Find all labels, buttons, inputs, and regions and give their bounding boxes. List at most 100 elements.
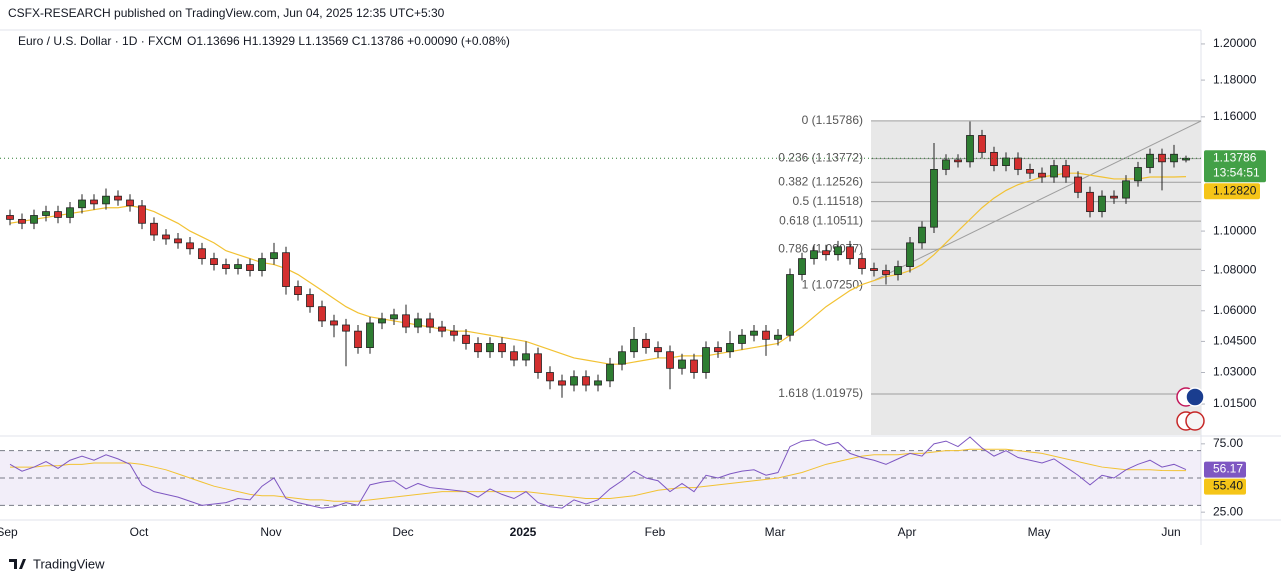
candle-body — [834, 246, 842, 256]
candle-body — [1158, 153, 1166, 163]
candle-body — [426, 318, 434, 328]
countdown: 13:54:51 — [1213, 165, 1260, 179]
candle-body — [78, 199, 86, 209]
candle-body — [990, 151, 998, 167]
candle-body — [654, 347, 662, 353]
x-tick-label: Nov — [260, 525, 281, 539]
candle-body — [606, 363, 614, 382]
candle-body — [666, 351, 674, 369]
candle-body — [474, 343, 482, 353]
candle-body — [186, 242, 194, 250]
x-tick-label: Feb — [645, 525, 666, 539]
candle-body — [246, 264, 254, 271]
candle-body — [630, 338, 638, 353]
candle-body — [642, 338, 650, 348]
candle-body — [54, 211, 62, 218]
candle-body — [114, 195, 122, 201]
candle-body — [762, 330, 770, 340]
published-line: CSFX-RESEARCH published on TradingView.c… — [8, 6, 445, 20]
candle-body — [570, 376, 578, 386]
candle-body — [306, 294, 314, 308]
rsi-tag-label: 56.17 — [1213, 462, 1243, 476]
event-icon[interactable] — [1185, 411, 1205, 431]
candle-body — [390, 314, 398, 320]
y-tick-label: 1.06000 — [1213, 303, 1257, 317]
candle-body — [1014, 157, 1022, 170]
candle-body — [18, 218, 26, 224]
brand: TradingView — [33, 556, 105, 571]
candle-body — [1134, 167, 1142, 182]
y-tick-label: 1.08000 — [1213, 263, 1257, 277]
candle-body — [918, 226, 926, 244]
candle-body — [210, 258, 218, 265]
candle-body — [1098, 195, 1106, 213]
candle-body — [6, 215, 14, 220]
candle-body — [1110, 195, 1118, 199]
fib-zone — [871, 120, 1201, 435]
candle-body — [450, 330, 458, 336]
candle-body — [282, 252, 290, 287]
candle-body — [978, 135, 986, 153]
candle-body — [138, 205, 146, 224]
candle-body — [930, 169, 938, 228]
candle-body — [1182, 157, 1190, 161]
candle-body — [30, 215, 38, 224]
logo: TradingView — [9, 556, 105, 571]
rsi-line — [9, 436, 1187, 509]
rsi-tick-label: 25.00 — [1213, 504, 1243, 518]
candle-body — [66, 207, 74, 218]
candle-body — [534, 353, 542, 373]
fib-label: 0.236 (1.13772) — [778, 151, 863, 165]
fib-label: 0.618 (1.10511) — [779, 213, 863, 227]
candle-body — [954, 159, 962, 163]
x-tick-label: 2025 — [510, 525, 537, 539]
y-tick-label: 1.10000 — [1213, 223, 1257, 237]
ohlc: O1.13696 H1.13929 L1.13569 C1.13786 +0.0… — [187, 34, 510, 48]
x-tick-label: May — [1028, 525, 1051, 539]
candle-body — [798, 258, 806, 275]
candle-body — [234, 264, 242, 269]
trend-line — [874, 120, 1202, 281]
candle-body — [582, 376, 590, 386]
candle-body — [318, 306, 326, 322]
candle-body — [906, 242, 914, 267]
y-tick-label: 1.01500 — [1213, 396, 1257, 410]
candle-body — [222, 264, 230, 269]
y-tick-label: 1.16000 — [1213, 109, 1257, 123]
candle-body — [702, 347, 710, 373]
symbol: Euro / U.S. Dollar · 1D · FXCM — [18, 34, 182, 48]
candle-body — [366, 322, 374, 348]
fib-label: 1.618 (1.01975) — [778, 386, 863, 400]
candle-body — [738, 334, 746, 344]
fib-label: 0.5 (1.11518) — [793, 194, 864, 208]
last-price-tag — [1204, 150, 1266, 183]
x-tick-label: Oct — [130, 525, 149, 539]
candle-body — [870, 268, 878, 271]
rsi-ma-tag — [1204, 478, 1246, 495]
fib-label: 1 (1.07250) — [802, 278, 863, 292]
candle-body — [126, 199, 134, 207]
candle-body — [846, 246, 854, 260]
candle-body — [966, 135, 974, 163]
candle-body — [774, 334, 782, 340]
y-tick-label: 1.20000 — [1213, 36, 1257, 50]
candle-body — [714, 347, 722, 353]
candle-body — [1170, 153, 1178, 163]
last-price-label: 1.13786 — [1213, 150, 1257, 164]
candle-body — [174, 238, 182, 244]
fib-label: 0.382 (1.12526) — [778, 174, 863, 188]
ma-line — [9, 172, 1187, 365]
candle-body — [342, 324, 350, 332]
candle-body — [162, 234, 170, 240]
candle-body — [1062, 165, 1070, 178]
candle-body — [882, 270, 890, 275]
candle-body — [942, 159, 950, 170]
candle-body — [1086, 191, 1094, 213]
candle-body — [258, 258, 266, 271]
candle-body — [1074, 176, 1082, 193]
candle-body — [378, 318, 386, 324]
candle-body — [726, 343, 734, 353]
candle-body — [1026, 169, 1034, 174]
logo-mark — [9, 559, 26, 569]
event-icon[interactable] — [1185, 387, 1205, 407]
